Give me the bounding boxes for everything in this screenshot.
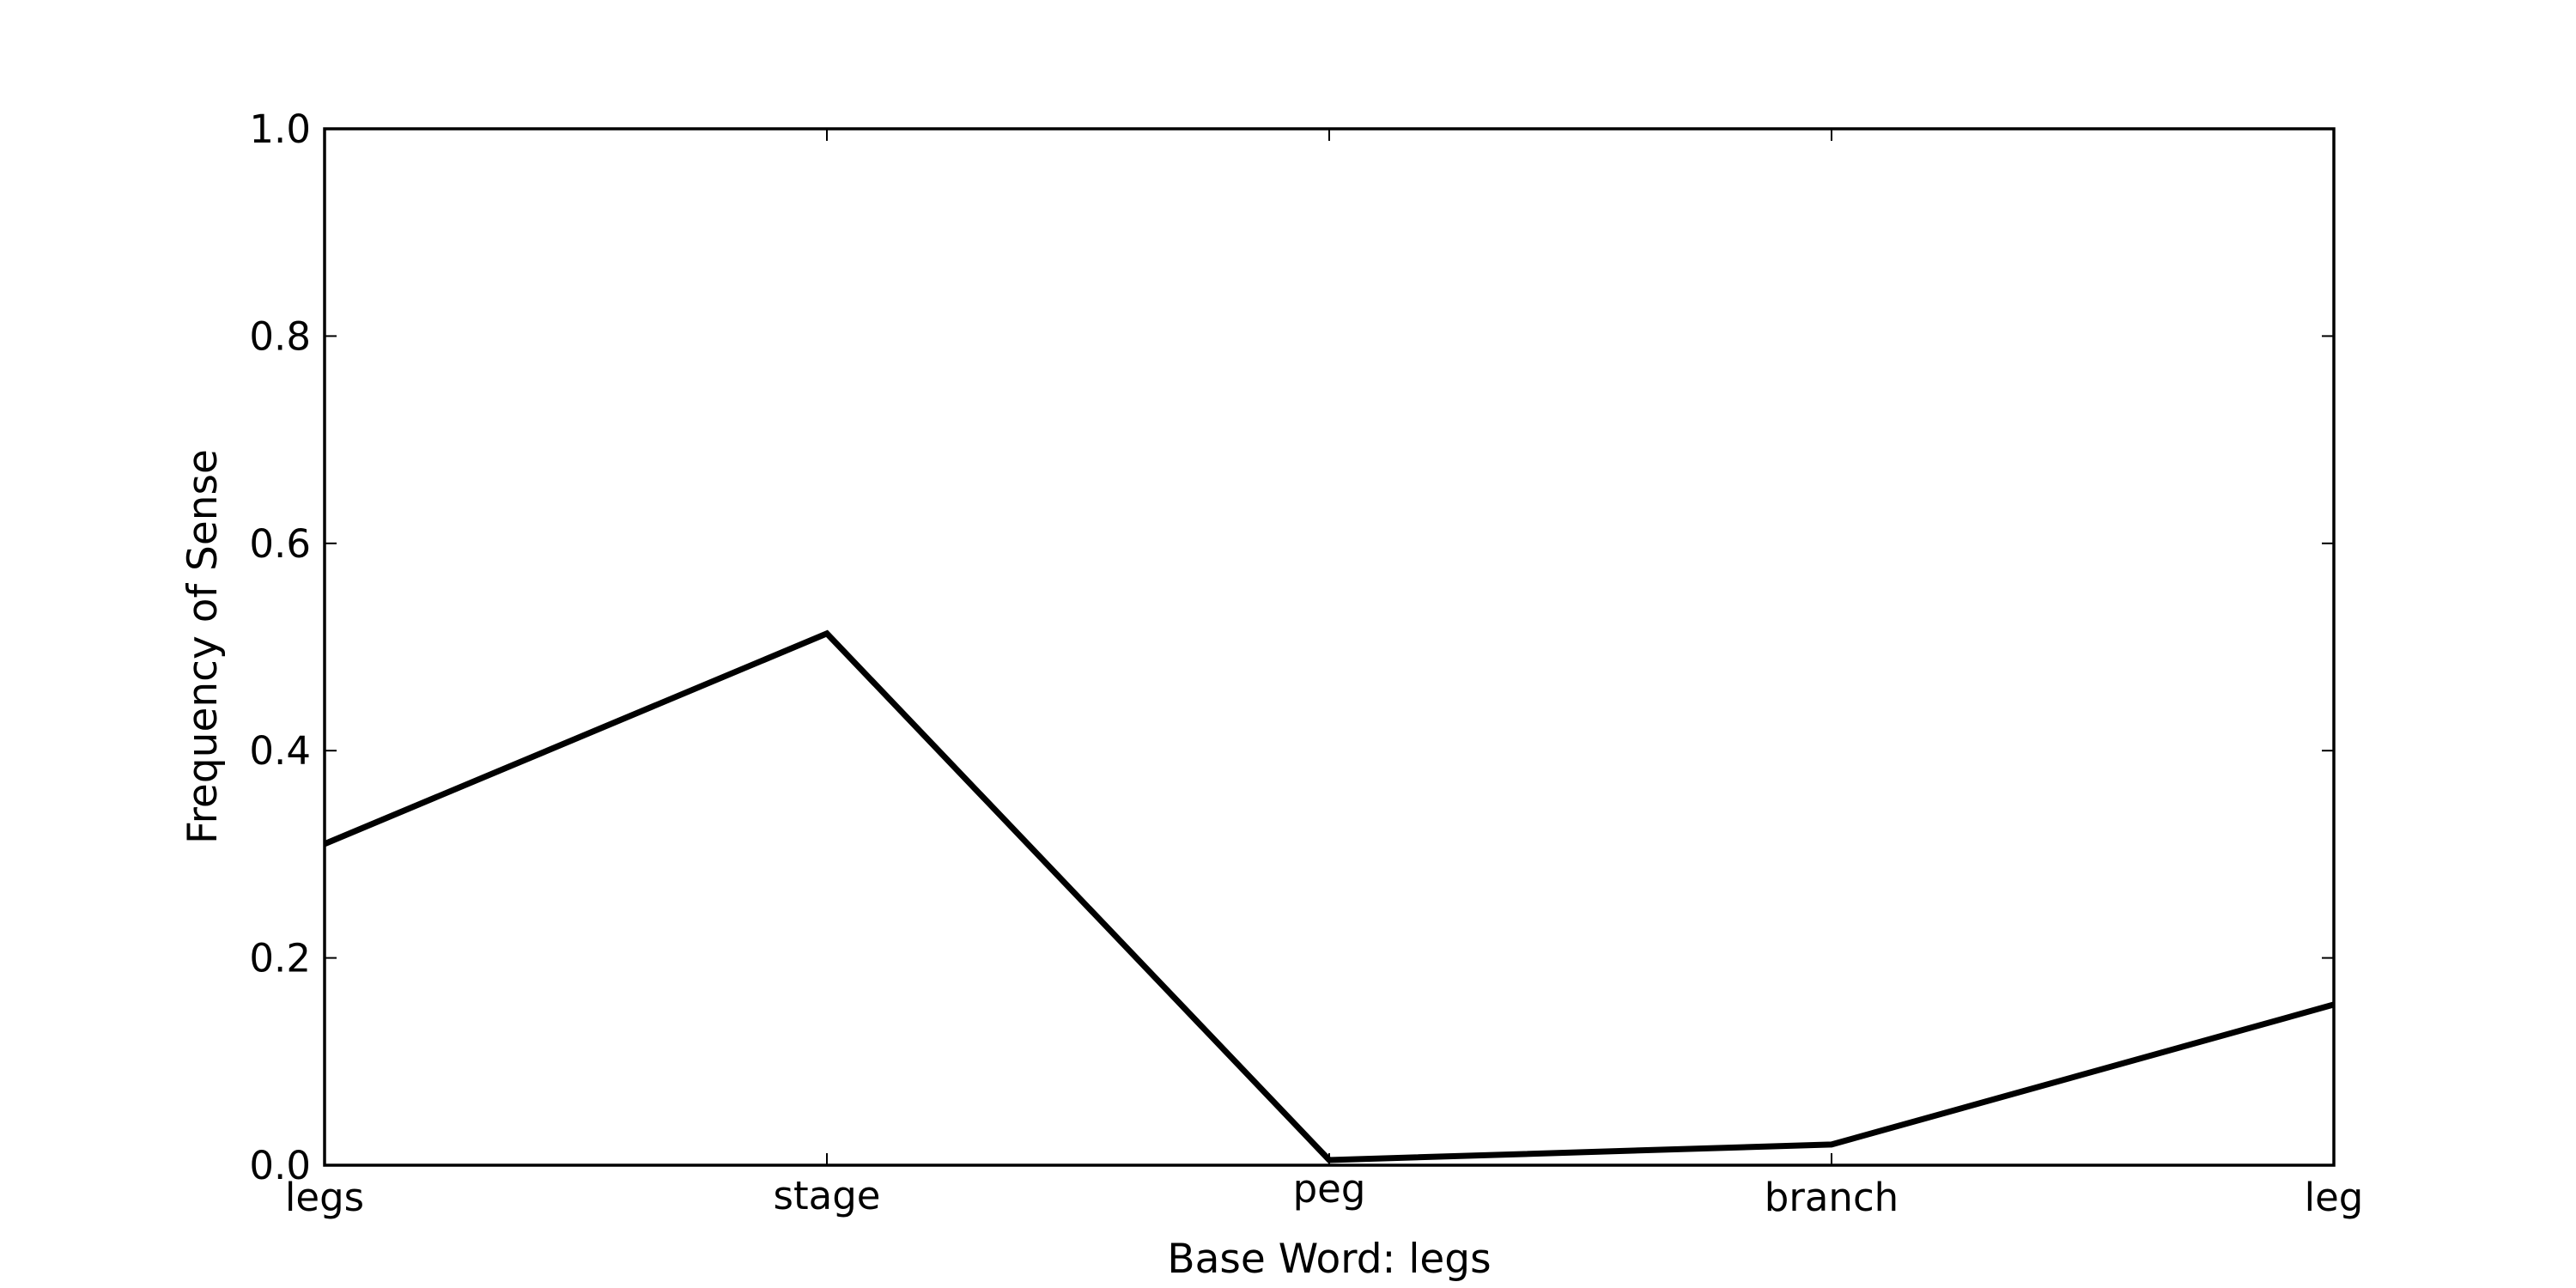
y-tick-label: 0.0 bbox=[249, 1143, 311, 1188]
plot-area bbox=[325, 129, 2334, 1165]
x-tick-label: peg bbox=[1293, 1166, 1366, 1212]
x-tick-label: stage bbox=[774, 1173, 881, 1218]
data-point bbox=[1328, 1159, 1330, 1161]
y-axis-label: Frequency of Sense bbox=[179, 449, 227, 844]
y-tick-label: 0.8 bbox=[249, 313, 311, 359]
x-tick-label: branch bbox=[1765, 1175, 1899, 1220]
x-axis-label: Base Word: legs bbox=[1167, 1236, 1491, 1283]
y-tick-label: 1.0 bbox=[249, 106, 311, 152]
data-point bbox=[826, 633, 828, 635]
plot-frame bbox=[323, 127, 2336, 1167]
y-tick-label: 0.4 bbox=[249, 728, 311, 774]
y-tick-label: 0.6 bbox=[249, 521, 311, 567]
x-tick-label: legs bbox=[285, 1175, 364, 1220]
tick-labels-layer: 0.0 0.2 0.4 0.6 0.8 1.0 legs stage peg branch leg bbox=[249, 106, 2363, 1220]
y-tick-label: 0.2 bbox=[249, 936, 311, 981]
x-tick-label: leg bbox=[2305, 1175, 2364, 1220]
